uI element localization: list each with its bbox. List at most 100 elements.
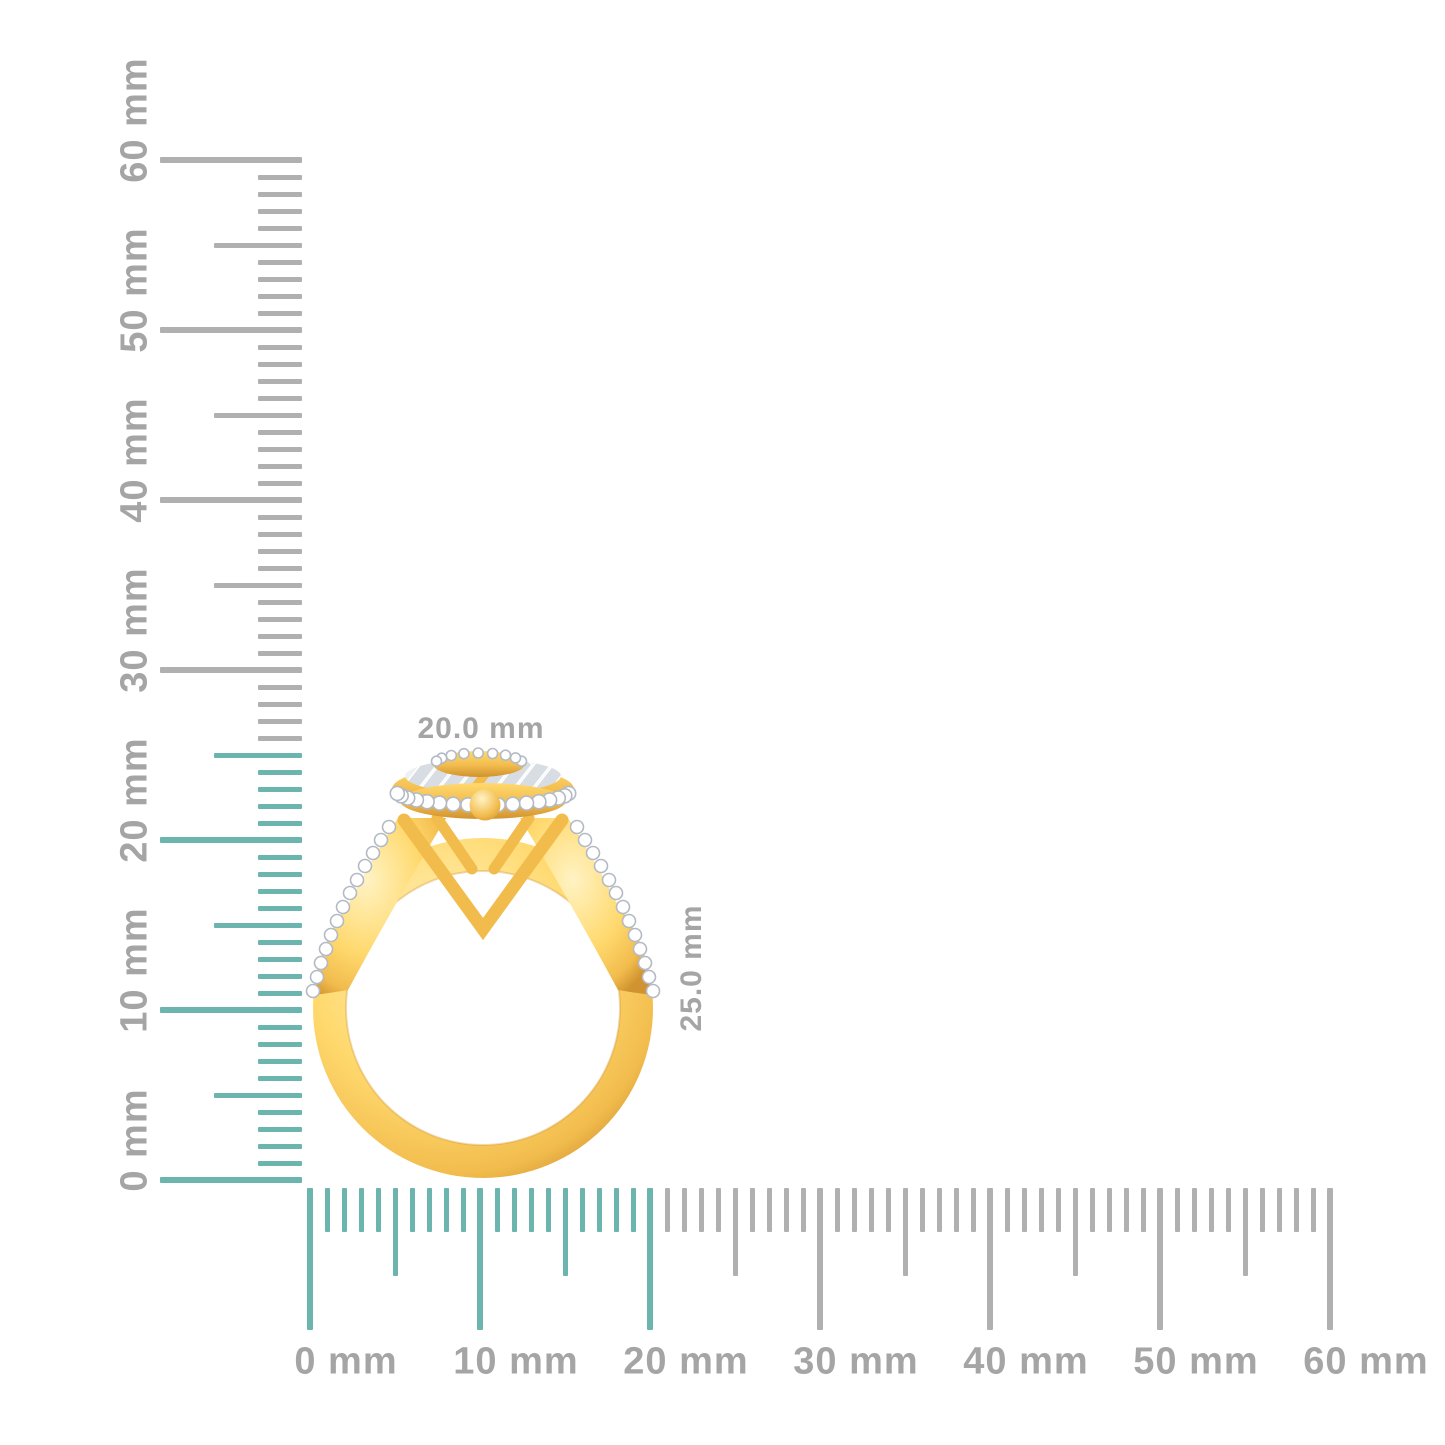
- v-tick-36mm: [258, 565, 302, 571]
- h-tick-13mm: [528, 1188, 534, 1232]
- v-tick-56mm: [258, 225, 302, 231]
- h-tick-26mm: [749, 1188, 755, 1232]
- v-tick-23mm: [258, 786, 302, 792]
- h-tick-55mm: [1242, 1188, 1248, 1276]
- v-tick-41mm: [258, 480, 302, 486]
- v-ruler-label: 10 mm: [113, 907, 156, 1033]
- h-ruler-label: 30 mm: [793, 1340, 919, 1383]
- h-tick-24mm: [715, 1188, 721, 1232]
- h-ruler-label: 60 mm: [1303, 1340, 1429, 1383]
- h-tick-56mm: [1259, 1188, 1265, 1232]
- v-tick-53mm: [258, 276, 302, 282]
- h-tick-29mm: [800, 1188, 806, 1232]
- v-tick-5mm: [214, 1092, 302, 1098]
- h-tick-42mm: [1021, 1188, 1027, 1232]
- h-tick-5mm: [392, 1188, 398, 1276]
- h-tick-22mm: [681, 1188, 687, 1232]
- h-tick-60mm: [1327, 1188, 1333, 1330]
- h-tick-8mm: [443, 1188, 449, 1232]
- h-tick-12mm: [511, 1188, 517, 1232]
- h-tick-3mm: [358, 1188, 364, 1232]
- v-tick-38mm: [258, 531, 302, 537]
- v-tick-6mm: [258, 1075, 302, 1081]
- h-tick-7mm: [426, 1188, 432, 1232]
- v-tick-12mm: [258, 973, 302, 979]
- v-tick-42mm: [258, 463, 302, 469]
- v-tick-15mm: [214, 922, 302, 928]
- v-tick-35mm: [214, 582, 302, 588]
- h-tick-23mm: [698, 1188, 704, 1232]
- v-tick-28mm: [258, 701, 302, 707]
- v-tick-11mm: [258, 990, 302, 996]
- v-tick-18mm: [258, 871, 302, 877]
- v-tick-25mm: [214, 752, 302, 758]
- v-tick-45mm: [214, 412, 302, 418]
- v-tick-44mm: [258, 429, 302, 435]
- v-tick-46mm: [258, 395, 302, 401]
- v-tick-47mm: [258, 378, 302, 384]
- h-tick-19mm: [630, 1188, 636, 1232]
- h-tick-10mm: [477, 1188, 483, 1330]
- ring-height-label: 25.0 mm: [675, 904, 708, 1032]
- h-tick-52mm: [1191, 1188, 1197, 1232]
- v-ruler-label: 0 mm: [113, 1088, 156, 1192]
- h-ruler-label: 20 mm: [623, 1340, 749, 1383]
- v-tick-51mm: [258, 310, 302, 316]
- h-tick-57mm: [1276, 1188, 1282, 1232]
- h-tick-9mm: [460, 1188, 466, 1232]
- v-tick-19mm: [258, 854, 302, 860]
- h-tick-21mm: [664, 1188, 670, 1232]
- h-tick-6mm: [409, 1188, 415, 1232]
- h-tick-39mm: [970, 1188, 976, 1232]
- h-tick-28mm: [783, 1188, 789, 1232]
- v-ruler-label: 20 mm: [113, 737, 156, 863]
- v-tick-31mm: [258, 650, 302, 656]
- h-tick-30mm: [817, 1188, 823, 1330]
- v-tick-52mm: [258, 293, 302, 299]
- v-tick-20mm: [160, 837, 302, 843]
- h-tick-38mm: [953, 1188, 959, 1232]
- v-tick-7mm: [258, 1058, 302, 1064]
- h-tick-16mm: [579, 1188, 585, 1232]
- h-tick-54mm: [1225, 1188, 1231, 1232]
- v-tick-10mm: [160, 1007, 302, 1013]
- v-tick-50mm: [160, 327, 302, 333]
- h-tick-25mm: [732, 1188, 738, 1276]
- v-tick-22mm: [258, 803, 302, 809]
- v-tick-59mm: [258, 174, 302, 180]
- h-tick-11mm: [494, 1188, 500, 1232]
- v-tick-16mm: [258, 905, 302, 911]
- h-tick-37mm: [936, 1188, 942, 1232]
- v-tick-34mm: [258, 599, 302, 605]
- v-tick-39mm: [258, 514, 302, 520]
- h-tick-51mm: [1174, 1188, 1180, 1232]
- h-tick-4mm: [375, 1188, 381, 1232]
- ring-shoulders: [314, 818, 652, 995]
- h-tick-0mm: [307, 1188, 313, 1330]
- h-ruler-label: 50 mm: [1133, 1340, 1259, 1383]
- v-ruler-label: 50 mm: [113, 227, 156, 353]
- back-halo-diamonds: [430, 747, 528, 768]
- v-tick-43mm: [258, 446, 302, 452]
- v-tick-9mm: [258, 1024, 302, 1030]
- h-tick-1mm: [324, 1188, 330, 1232]
- v-tick-33mm: [258, 616, 302, 622]
- v-tick-32mm: [258, 633, 302, 639]
- h-ruler-label: 10 mm: [453, 1340, 579, 1383]
- h-ruler-label: 40 mm: [963, 1340, 1089, 1383]
- v-tick-58mm: [258, 191, 302, 197]
- v-tick-24mm: [258, 769, 302, 775]
- v-tick-60mm: [160, 157, 302, 163]
- h-tick-33mm: [868, 1188, 874, 1232]
- ring-gallery: [397, 812, 569, 941]
- v-tick-26mm: [258, 735, 302, 741]
- v-tick-29mm: [258, 684, 302, 690]
- front-halo-diamonds: [389, 785, 577, 813]
- v-tick-1mm: [258, 1160, 302, 1166]
- v-tick-4mm: [258, 1109, 302, 1115]
- v-tick-49mm: [258, 344, 302, 350]
- v-tick-13mm: [258, 956, 302, 962]
- h-tick-40mm: [987, 1188, 993, 1330]
- bezel-knob: [469, 789, 501, 821]
